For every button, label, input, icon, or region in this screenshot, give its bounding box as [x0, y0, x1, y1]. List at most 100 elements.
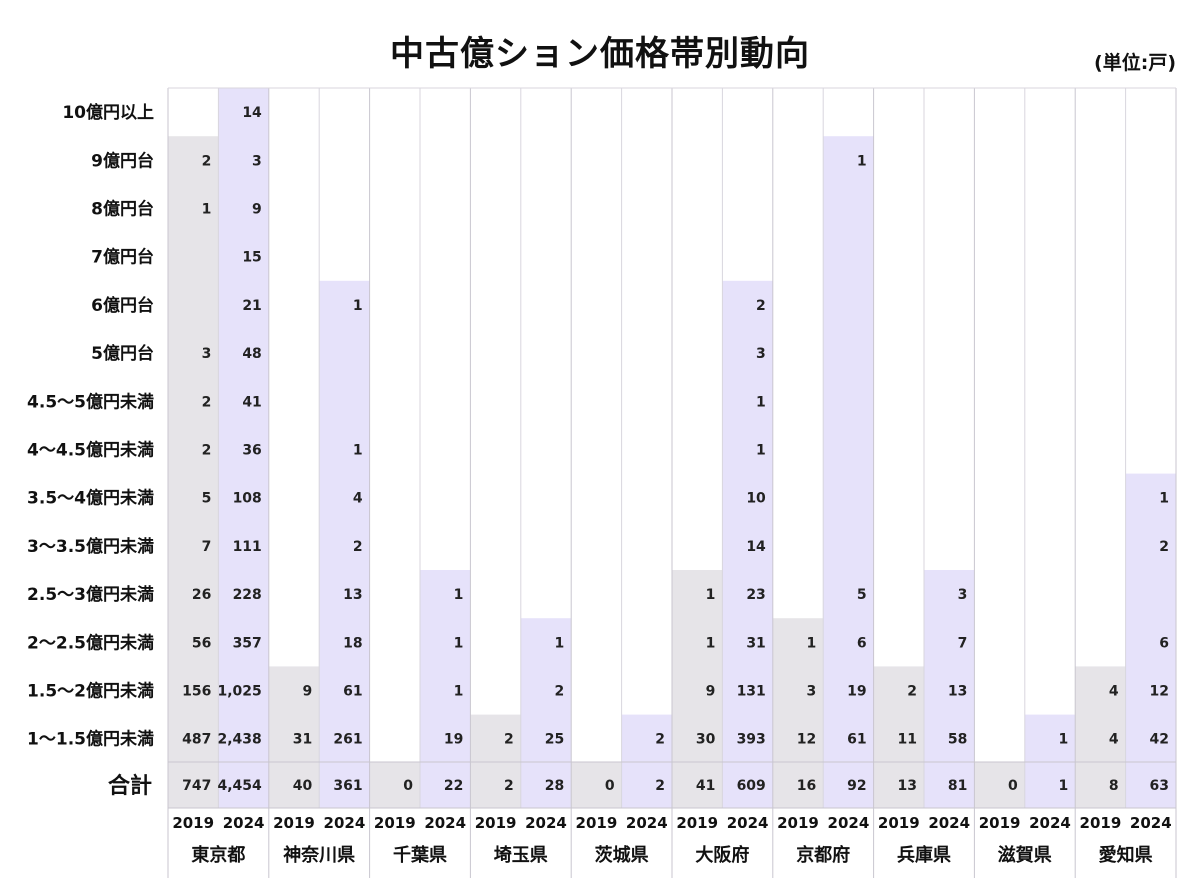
total-cell-bg: [924, 762, 975, 808]
data-value: 1: [857, 153, 867, 169]
year-label: 2024: [828, 814, 870, 832]
prefecture-label: 滋賀県: [998, 844, 1052, 866]
data-value: 1: [353, 443, 363, 459]
total-value: 41: [696, 778, 715, 794]
data-value: 357: [233, 635, 262, 651]
data-value: 111: [233, 539, 262, 555]
year-label: 2019: [475, 814, 517, 832]
prefecture-label: 京都府: [796, 844, 850, 866]
prefecture-label: 愛知県: [1099, 844, 1153, 866]
data-value: 1: [454, 635, 464, 651]
total-cell-bg: [672, 762, 723, 808]
data-value: 108: [233, 491, 262, 507]
data-value: 9: [252, 202, 262, 218]
data-value: 2: [1159, 539, 1169, 555]
year-label: 2019: [576, 814, 618, 832]
total-value: 8: [1109, 778, 1119, 794]
data-value: 261: [333, 732, 362, 748]
price-band-label: 8億円台: [91, 199, 154, 220]
data-value: 13: [343, 587, 362, 603]
data-value: 12: [797, 732, 816, 748]
data-value: 487: [182, 732, 211, 748]
data-value: 1: [1058, 732, 1068, 748]
price-band-label: 10億円以上: [62, 102, 154, 123]
price-band-label: 1～1.5億円未満: [27, 729, 154, 750]
data-value: 61: [343, 684, 362, 700]
prefecture-label: 千葉県: [393, 845, 447, 866]
prefecture-label: 茨城県: [595, 844, 649, 866]
data-value: 15: [242, 250, 261, 266]
total-cell-bg: [470, 762, 521, 808]
data-value: 41: [242, 394, 261, 410]
data-value: 7: [958, 635, 968, 651]
total-cell-bg: [168, 762, 219, 808]
data-value: 48: [242, 346, 261, 362]
data-value: 2: [655, 732, 665, 748]
data-value: 1,025: [218, 684, 262, 700]
prefecture-label: 兵庫県: [897, 844, 951, 866]
data-value: 42: [1150, 732, 1169, 748]
total-cell-bg: [823, 762, 874, 808]
total-value: 13: [898, 778, 917, 794]
year-label: 2024: [727, 814, 769, 832]
data-value: 19: [847, 684, 866, 700]
data-value: 3: [202, 346, 212, 362]
data-value: 2: [353, 539, 363, 555]
data-value: 4: [1109, 732, 1119, 748]
data-value: 26: [192, 587, 211, 603]
total-value: 2: [655, 778, 665, 794]
data-value: 4: [1109, 684, 1119, 700]
data-value: 31: [746, 635, 765, 651]
prefecture-label: 東京都: [191, 844, 245, 866]
data-value: 13: [948, 684, 967, 700]
year-label: 2024: [223, 814, 265, 832]
column-fill-9-y2019: [1075, 666, 1126, 762]
total-cell-bg: [772, 762, 824, 808]
prefecture-label: 埼玉県: [494, 844, 548, 866]
data-value: 2: [504, 732, 514, 748]
total-cell-bg: [1125, 762, 1176, 808]
data-value: 30: [696, 732, 716, 748]
data-value: 2: [554, 684, 564, 700]
column-fill-6-y2019: [772, 618, 824, 762]
total-cell-bg: [722, 762, 773, 808]
year-label: 2019: [1080, 814, 1122, 832]
data-value: 1: [706, 587, 716, 603]
data-value: 2: [202, 443, 212, 459]
total-cell-bg: [621, 762, 672, 808]
column-fill-6-y2024: [823, 136, 874, 762]
price-band-label: 4～4.5億円未満: [27, 440, 154, 461]
total-value: 81: [948, 778, 967, 794]
column-fill-0-y2019: [168, 136, 219, 762]
total-value: 16: [797, 778, 816, 794]
total-value: 0: [1008, 778, 1018, 794]
total-cell-bg: [571, 762, 622, 808]
data-value: 1: [454, 587, 464, 603]
total-value: 0: [403, 778, 413, 794]
data-value: 2: [907, 684, 917, 700]
column-fill-1-y2024: [319, 280, 370, 762]
data-value: 36: [242, 443, 261, 459]
total-value: 609: [737, 778, 766, 794]
data-value: 2: [202, 153, 212, 169]
unit-label: (単位:戸): [1094, 52, 1176, 74]
total-value: 4,454: [218, 778, 263, 794]
column-fill-3-y2019: [470, 714, 521, 762]
data-value: 393: [737, 732, 766, 748]
data-value: 1: [554, 635, 564, 651]
data-value: 6: [1159, 635, 1169, 651]
column-fill-7-y2019: [873, 666, 924, 762]
data-value: 228: [233, 587, 262, 603]
data-value: 23: [746, 587, 765, 603]
data-value: 9: [302, 684, 312, 700]
data-value: 1: [202, 202, 212, 218]
prefecture-label: 神奈川県: [283, 844, 355, 866]
data-value: 12: [1150, 684, 1169, 700]
data-value: 11: [898, 732, 917, 748]
data-value: 14: [242, 105, 262, 121]
data-value: 7: [202, 539, 212, 555]
total-value: 747: [182, 778, 211, 794]
column-fill-5-y2019: [672, 570, 723, 762]
price-band-label: 1.5～2億円未満: [27, 681, 154, 702]
total-value: 22: [444, 778, 463, 794]
